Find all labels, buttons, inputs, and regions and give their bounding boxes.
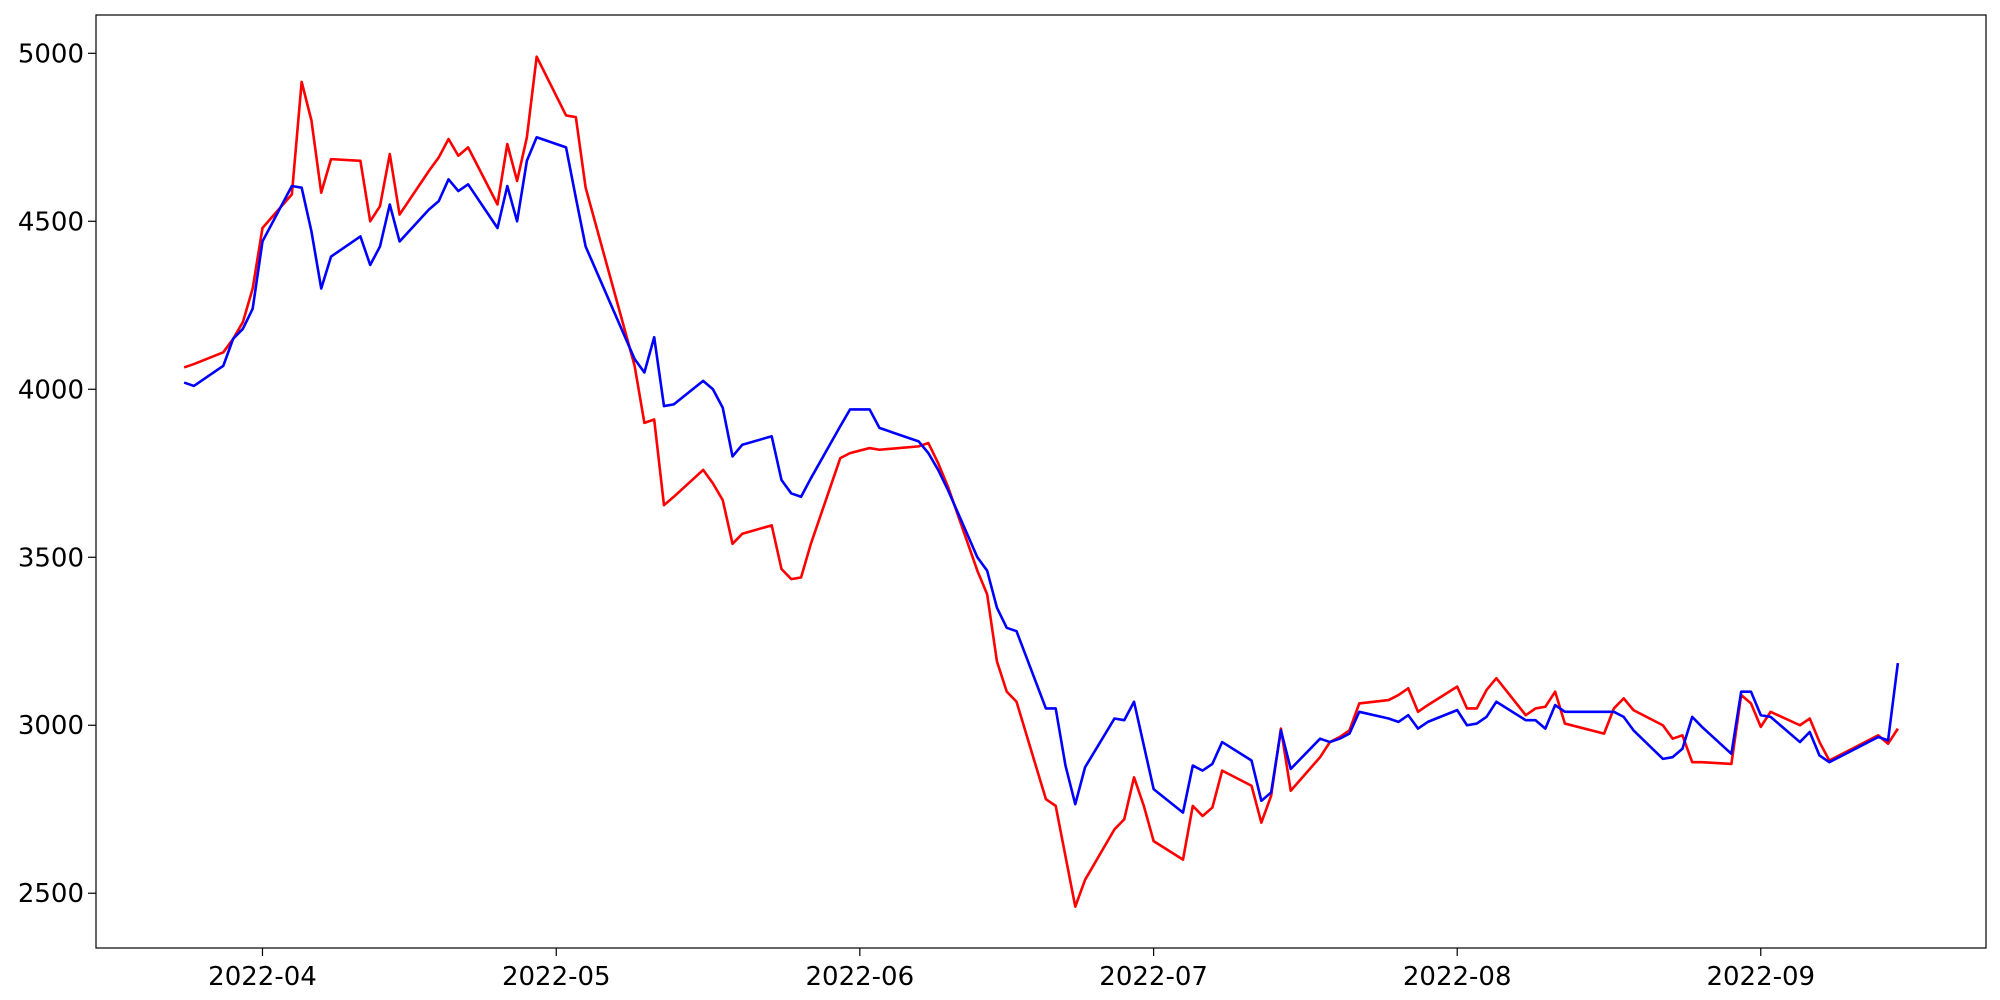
y-tick-label: 3500 — [18, 543, 84, 573]
x-tick-label: 2022-04 — [208, 962, 317, 992]
y-tick-label: 5000 — [18, 39, 84, 69]
y-tick-label: 4500 — [18, 207, 84, 237]
x-tick-label: 2022-06 — [806, 962, 915, 992]
y-tick-label: 4000 — [18, 375, 84, 405]
x-tick-label: 2022-07 — [1099, 962, 1208, 992]
plot-frame — [95, 14, 1987, 949]
series-line — [183, 135, 1900, 814]
y-tick-label: 2500 — [18, 879, 84, 909]
series-line — [183, 55, 1899, 908]
y-tick-label: 3000 — [18, 711, 84, 741]
x-tick-label: 2022-08 — [1403, 962, 1512, 992]
x-tick-label: 2022-05 — [502, 962, 611, 992]
x-tick-label: 2022-09 — [1706, 962, 1815, 992]
